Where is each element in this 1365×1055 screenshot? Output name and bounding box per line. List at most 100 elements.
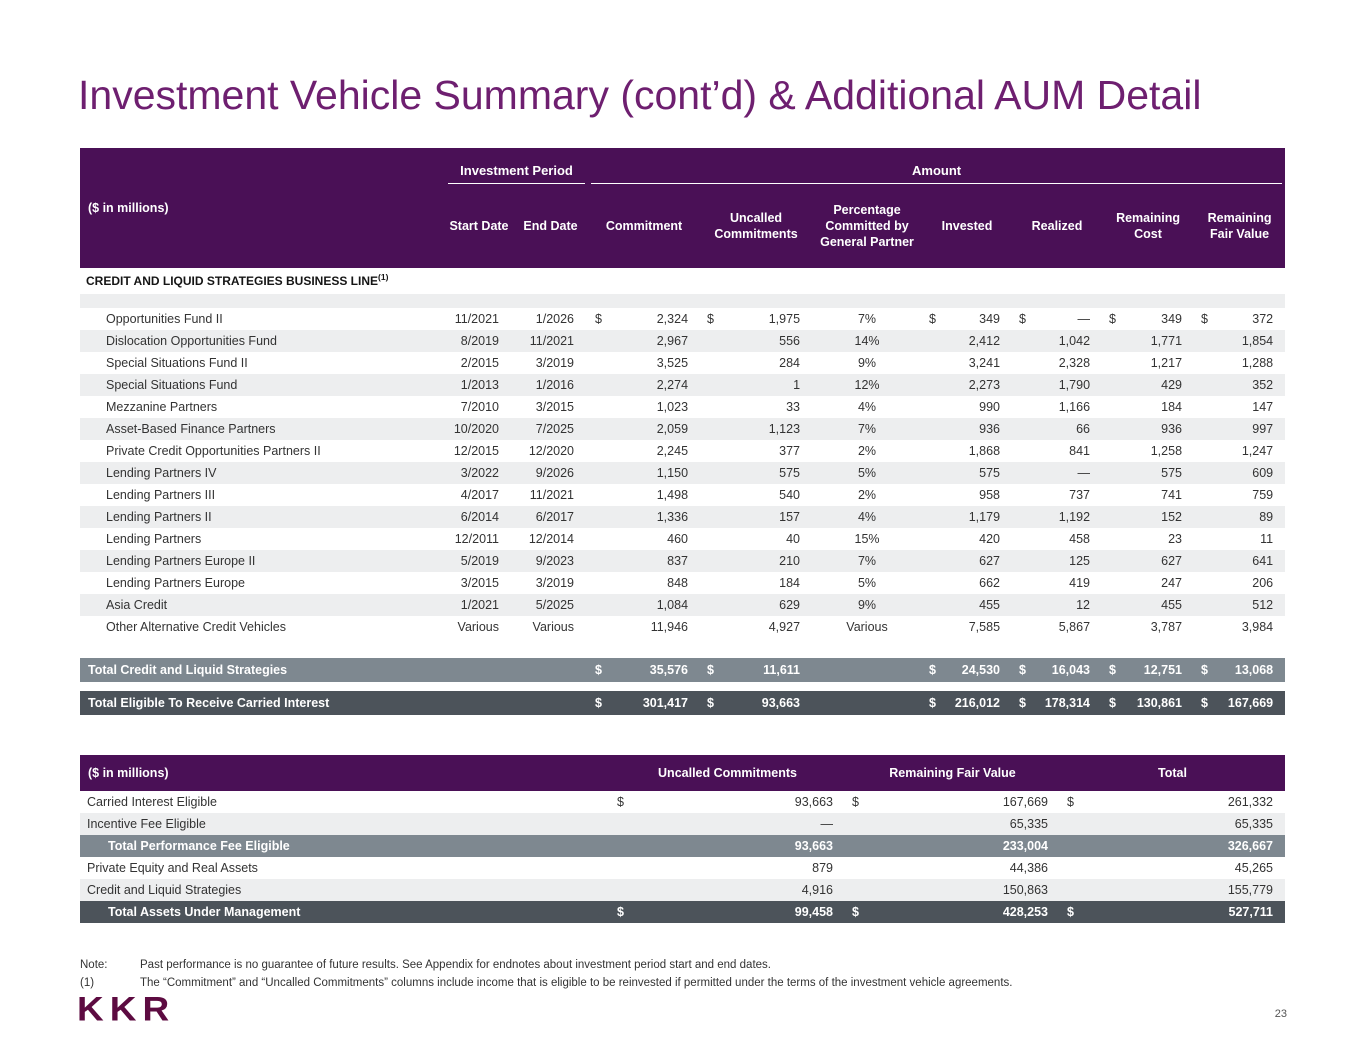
- amount-value: 11,946: [650, 620, 689, 634]
- amount-cell: $130,861: [1102, 691, 1195, 715]
- end-date: 1/2026: [535, 312, 575, 326]
- start-date: 1/2013: [445, 374, 513, 396]
- page-number: 23: [1274, 1008, 1287, 1020]
- amount-cell: 1,288: [1194, 352, 1285, 374]
- amount-cell: 936: [922, 418, 1013, 440]
- amount-value: 35,576: [649, 663, 689, 677]
- amount-cell: 455: [1102, 594, 1195, 616]
- end-date: 7/2025: [513, 418, 589, 440]
- aum-label: Credit and Liquid Strategies: [80, 879, 610, 901]
- fund-name: Asset-Based Finance Partners: [80, 418, 445, 440]
- amount-value: 609: [1252, 466, 1274, 480]
- amount-cell: 460: [588, 528, 700, 550]
- pct-committed: 9%: [812, 594, 923, 616]
- amount-cell: 420: [922, 528, 1012, 550]
- amount-cell: 879: [610, 857, 845, 879]
- amount-cell: 23: [1102, 528, 1194, 550]
- amount-value: 155,779: [1227, 883, 1273, 897]
- end-date: 3/2015: [535, 400, 575, 414]
- dollar-sign: $: [595, 663, 602, 677]
- aum-row: Total Performance Fee Eligible 93,663 233,…: [80, 835, 1285, 857]
- amount-cell: 1,258: [1102, 440, 1194, 462]
- dollar-sign: $: [595, 312, 602, 326]
- amount-cell: 377: [700, 440, 812, 462]
- amount-value: 152: [1161, 510, 1183, 524]
- amount-value: 420: [979, 532, 1001, 546]
- start-date: 11/2021: [454, 312, 499, 326]
- fund-row: Special Situations Fund II 2/2015 3/2019 3,…: [80, 352, 1285, 374]
- amount-cell: 155,779: [1060, 879, 1285, 901]
- amount-cell: 1,123: [700, 418, 813, 440]
- amount-value: 455: [979, 598, 1001, 612]
- amount-cell: 2,328: [1012, 352, 1102, 374]
- amount-value: 1,498: [656, 488, 689, 502]
- col-header-uncalled: Uncalled Commitments: [700, 184, 813, 268]
- end-date: 11/2021: [513, 330, 589, 352]
- amount-cell: 4,927: [700, 616, 812, 638]
- amount-value: 575: [979, 466, 1001, 480]
- amount-value: 93,663: [794, 795, 833, 809]
- aum-label: Carried Interest Eligible: [87, 795, 217, 809]
- amount-value: 1,123: [768, 422, 801, 436]
- amount-value: 737: [1069, 488, 1091, 502]
- pct-committed: Various: [846, 620, 888, 634]
- amount-value: 261,332: [1227, 795, 1273, 809]
- pct-committed: 2%: [857, 444, 877, 458]
- fund-row: Mezzanine Partners 7/2010 3/2015 1,023 33 4% 9…: [80, 396, 1285, 418]
- fund-name: Lending Partners Europe II: [80, 550, 445, 572]
- aum-row: Credit and Liquid Strategies 4,916 150,863…: [80, 879, 1285, 901]
- amount-cell: 233,004: [845, 835, 1060, 857]
- amount-value: 879: [812, 861, 833, 875]
- aum-detail-table: ($ in millions) Uncalled Commitments Rem…: [80, 755, 1285, 923]
- dollar-sign: $: [595, 696, 602, 710]
- amount-cell: 3,525: [588, 352, 700, 374]
- amount-value: 997: [1252, 422, 1274, 436]
- note-label: Note:: [80, 959, 108, 971]
- amount-cell: 575: [922, 462, 1013, 484]
- start-date: 10/2020: [445, 418, 513, 440]
- amount-cell: 936: [1102, 418, 1195, 440]
- business-line-cell: CREDIT AND LIQUID STRATEGIES BUSINESS LI…: [80, 268, 1285, 294]
- amount-cell: 1,192: [1012, 506, 1103, 528]
- amount-cell: 1: [700, 374, 813, 396]
- amount-value: 662: [979, 576, 1001, 590]
- aum-label: Total Performance Fee Eligible: [80, 835, 610, 857]
- pct-committed: 7%: [857, 312, 877, 326]
- amount-value: 429: [1161, 378, 1183, 392]
- amount-value: 16,043: [1051, 663, 1091, 677]
- amount-value: 147: [1252, 400, 1274, 414]
- fund-row: Special Situations Fund 1/2013 1/2016 2,274…: [80, 374, 1286, 396]
- amount-value: 455: [1161, 598, 1183, 612]
- page-title: Investment Vehicle Summary (cont’d) & Ad…: [78, 72, 1202, 118]
- amount-value: 512: [1252, 598, 1274, 612]
- spacer-row: [80, 294, 1286, 308]
- amount-value: 540: [779, 488, 801, 502]
- end-date: 1/2016: [513, 374, 589, 396]
- fund-name: Mezzanine Partners: [106, 400, 218, 414]
- amount-cell: 512: [1194, 594, 1286, 616]
- end-date: 5/2025: [513, 594, 589, 616]
- amount-cell: 609: [1194, 462, 1286, 484]
- pct-committed: 12%: [812, 374, 923, 396]
- amount-value: 12: [1076, 598, 1091, 612]
- fund-name: Lending Partners: [106, 532, 202, 546]
- start-date: 6/2014: [445, 506, 513, 528]
- amount-value: 65,335: [1009, 817, 1048, 831]
- amount-cell: 4,916: [610, 879, 845, 901]
- amount-value: 958: [979, 488, 1001, 502]
- amount-cell: $35,576: [588, 658, 701, 682]
- amount-cell: $428,253: [845, 901, 1060, 923]
- amount-cell: 429: [1102, 374, 1195, 396]
- amount-cell: 93,663: [610, 835, 845, 857]
- start-date: 8/2019: [445, 330, 513, 352]
- fund-row: Opportunities Fund II 11/2021 1/2026 $2,324…: [80, 308, 1285, 330]
- group-header-row: ($ in millions) Investment Period Amount: [80, 148, 1286, 268]
- fund-row: Lending Partners II 6/2014 6/2017 1,336 157 4…: [80, 506, 1286, 528]
- amount-cell: 12: [1012, 594, 1103, 616]
- amount-cell: 33: [700, 396, 812, 418]
- amount-value: 206: [1252, 576, 1274, 590]
- amount-value: 5,867: [1058, 620, 1091, 634]
- amount-value: 11: [1260, 532, 1274, 546]
- amount-cell: 40: [700, 528, 812, 550]
- fund-name: Lending Partners III: [106, 488, 216, 502]
